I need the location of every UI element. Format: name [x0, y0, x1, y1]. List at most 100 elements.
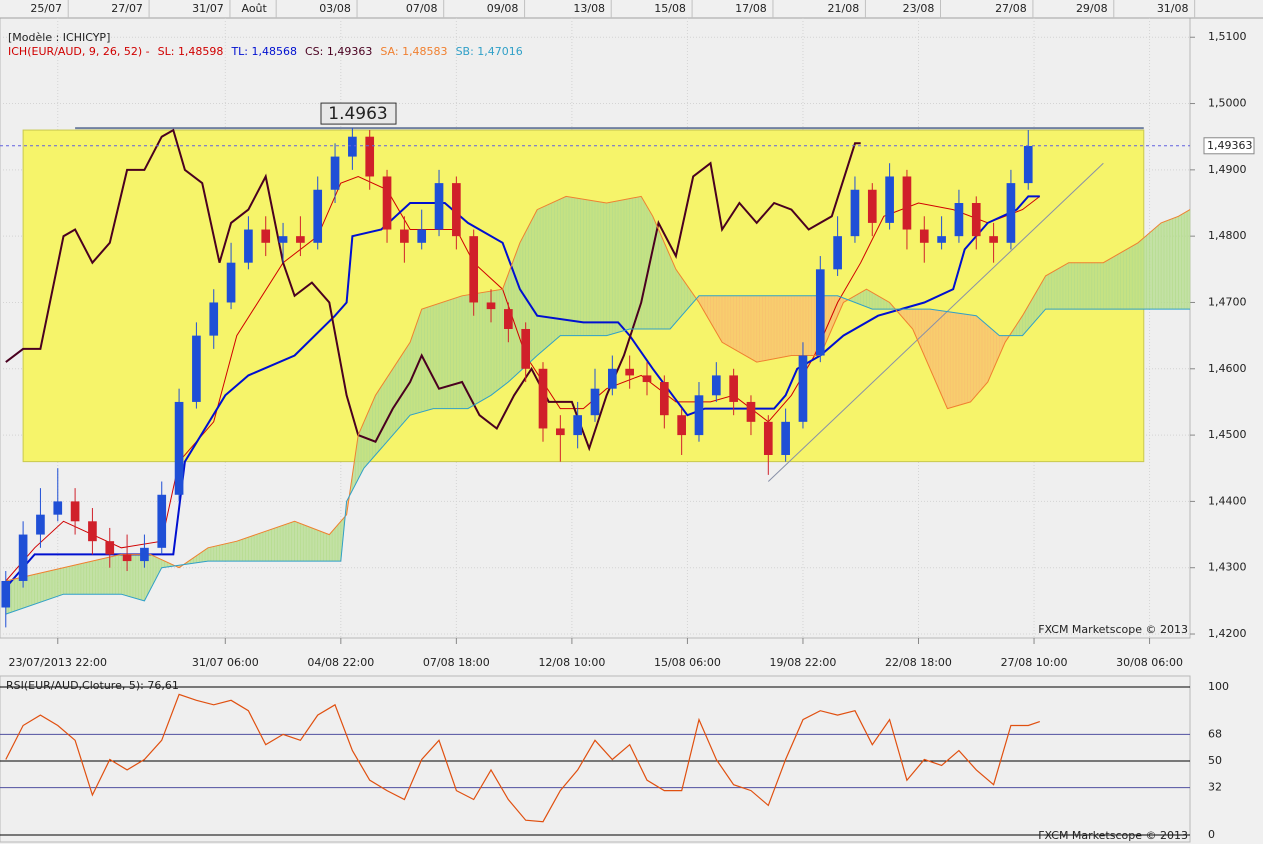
- cloud-fill: [1186, 209, 1191, 310]
- cloud-fill: [453, 297, 457, 409]
- candle-body: [590, 388, 600, 416]
- cloud-fill: [866, 288, 870, 309]
- cloud-fill: [253, 533, 258, 562]
- cloud-fill: [424, 306, 428, 412]
- cloud-fill: [57, 567, 61, 597]
- cloud-fill: [236, 539, 241, 562]
- cloud-fill: [1134, 242, 1139, 310]
- cloud-fill: [545, 203, 550, 349]
- candle-body: [18, 534, 28, 581]
- cloud-fill: [323, 531, 327, 562]
- legend-entry: SA: 1,48583: [380, 45, 447, 58]
- cloud-fill: [1068, 262, 1072, 310]
- cloud-fill: [103, 557, 108, 595]
- cloud-fill: [932, 309, 937, 383]
- cloud-fill: [115, 554, 119, 595]
- x-tick-label: 15/08 06:00: [654, 656, 721, 669]
- cloud-fill: [744, 295, 749, 358]
- cloud-fill: [747, 295, 752, 360]
- cloud-fill: [305, 525, 310, 562]
- cloud-fill: [1157, 222, 1162, 310]
- candle-body: [937, 236, 946, 243]
- candle-body: [296, 236, 305, 243]
- candle-body: [434, 183, 444, 230]
- y-tick-label: 0: [1208, 828, 1215, 841]
- cloud-fill: [1039, 279, 1043, 317]
- cloud-fill: [869, 290, 873, 310]
- rsi-title: RSI(EUR/AUD,Cloture, 5): 76,61: [6, 679, 179, 692]
- cloud-fill: [248, 535, 252, 562]
- y-tick-label: 1,4300: [1208, 561, 1247, 574]
- candle-body: [850, 189, 860, 237]
- candle-body: [452, 183, 461, 237]
- candle-body: [174, 401, 184, 495]
- cloud-fill: [54, 568, 59, 598]
- cloud-fill: [482, 291, 486, 401]
- cloud-fill: [978, 317, 983, 393]
- cloud-fill: [467, 294, 472, 410]
- cloud-fill: [398, 354, 402, 430]
- candle-body: [781, 421, 790, 455]
- cloud-fill: [609, 201, 613, 336]
- candle-body: [70, 501, 80, 522]
- cloud-fill: [404, 345, 408, 423]
- cloud-fill: [1172, 216, 1176, 310]
- cloud-fill: [762, 295, 766, 362]
- cloud-fill: [678, 272, 682, 320]
- x2-tick-label: Août: [241, 2, 267, 15]
- cloud-fill: [256, 532, 261, 562]
- price-label: 1,49363: [1207, 139, 1253, 152]
- cloud-fill: [132, 554, 137, 599]
- cloud-fill: [45, 570, 50, 601]
- x-tick-label: 31/07 06:00: [192, 656, 259, 669]
- cloud-fill: [314, 528, 319, 562]
- cloud-fill: [727, 295, 732, 348]
- cloud-fill: [97, 558, 102, 595]
- y-tick-label: 50: [1208, 754, 1222, 767]
- candle-body: [330, 156, 340, 190]
- level-label: 1.4963: [328, 104, 387, 124]
- cloud-fill: [923, 308, 928, 363]
- cloud-fill: [259, 531, 264, 562]
- cloud-fill: [733, 295, 737, 352]
- cloud-fill: [580, 198, 584, 336]
- candle-body: [746, 401, 756, 422]
- cloud-fill: [43, 571, 47, 602]
- cloud-fill: [871, 292, 876, 310]
- cloud-fill: [406, 341, 411, 420]
- candle-body: [867, 189, 877, 223]
- candle-body: [607, 368, 617, 389]
- cloud-fill: [1056, 267, 1061, 310]
- x2-tick-label: 31/08: [1157, 2, 1189, 15]
- cloud-fill: [1169, 218, 1173, 310]
- cloud-fill: [334, 523, 339, 562]
- cloud-fill: [603, 202, 607, 336]
- x2-tick-label: 27/07: [111, 2, 143, 15]
- cloud-fill: [742, 295, 746, 357]
- cloud-fill: [1071, 262, 1075, 310]
- cloud-fill: [574, 197, 578, 336]
- cloud-fill: [326, 533, 330, 562]
- cloud-fill: [239, 538, 243, 562]
- x-tick-label: 23/07/2013 22:00: [8, 656, 107, 669]
- cloud-fill: [617, 199, 622, 333]
- cloud-fill: [1183, 210, 1188, 310]
- cloud-fill: [944, 310, 948, 409]
- y-tick-label: 1,4900: [1208, 163, 1247, 176]
- cloud-fill: [279, 524, 284, 562]
- rsi-panel: [0, 675, 1191, 843]
- level-label-box: [320, 102, 397, 125]
- cloud-fill: [586, 199, 590, 336]
- x-tick-label: 04/08 22:00: [307, 656, 374, 669]
- cloud-fill: [245, 536, 249, 562]
- cloud-fill: [31, 573, 35, 606]
- cloud-fill: [496, 289, 500, 392]
- cloud-fill: [135, 554, 139, 600]
- cloud-fill: [1149, 229, 1153, 310]
- cloud-fill: [1111, 255, 1116, 310]
- cloud-fill: [80, 562, 85, 595]
- cloud-fill: [262, 530, 267, 562]
- cloud-fill: [1129, 245, 1133, 310]
- cloud-fill: [1065, 262, 1069, 310]
